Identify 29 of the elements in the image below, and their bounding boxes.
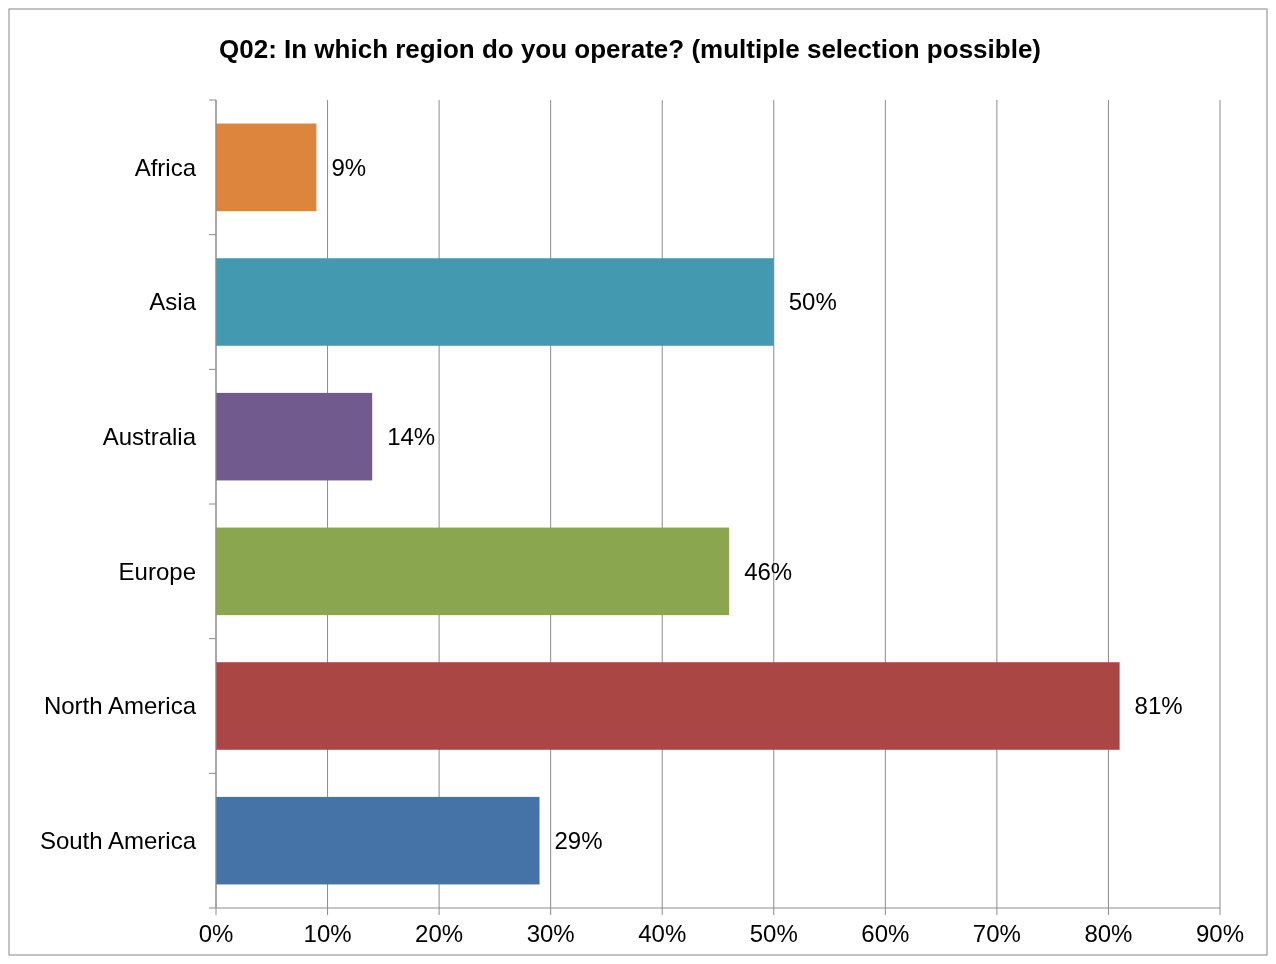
x-tick-label: 10% bbox=[303, 920, 352, 947]
y-tick-label: Asia bbox=[149, 288, 197, 316]
bar bbox=[216, 123, 317, 212]
x-tick-label: 70% bbox=[972, 920, 1021, 947]
x-tick-label: 40% bbox=[638, 920, 687, 947]
chart-title: Q02: In which region do you operate? (multiple selection possible) bbox=[219, 34, 1041, 64]
x-tick-label: 60% bbox=[861, 920, 910, 947]
y-tick-label: Africa bbox=[134, 153, 197, 181]
bar bbox=[216, 662, 1120, 750]
y-tick-label: Australia bbox=[102, 423, 197, 451]
x-tick-label: 80% bbox=[1084, 920, 1133, 947]
data-label: 9% bbox=[331, 153, 367, 181]
bar bbox=[216, 392, 373, 481]
data-label: 81% bbox=[1134, 692, 1183, 720]
bar bbox=[216, 258, 774, 346]
x-tick-label: 30% bbox=[526, 920, 575, 947]
x-tick-label: 20% bbox=[415, 920, 464, 947]
bar bbox=[216, 527, 730, 616]
bar bbox=[216, 796, 540, 885]
data-label: 14% bbox=[387, 423, 436, 451]
x-tick-label: 50% bbox=[749, 920, 798, 947]
x-tick-label: 90% bbox=[1195, 920, 1245, 947]
y-tick-label: Europe bbox=[118, 557, 196, 585]
data-label: 50% bbox=[788, 288, 837, 316]
data-label: 29% bbox=[554, 827, 603, 855]
x-tick-label: 0% bbox=[198, 920, 234, 947]
data-label: 46% bbox=[744, 557, 793, 585]
y-tick-label: South America bbox=[39, 827, 197, 855]
y-tick-label: North America bbox=[43, 692, 197, 720]
